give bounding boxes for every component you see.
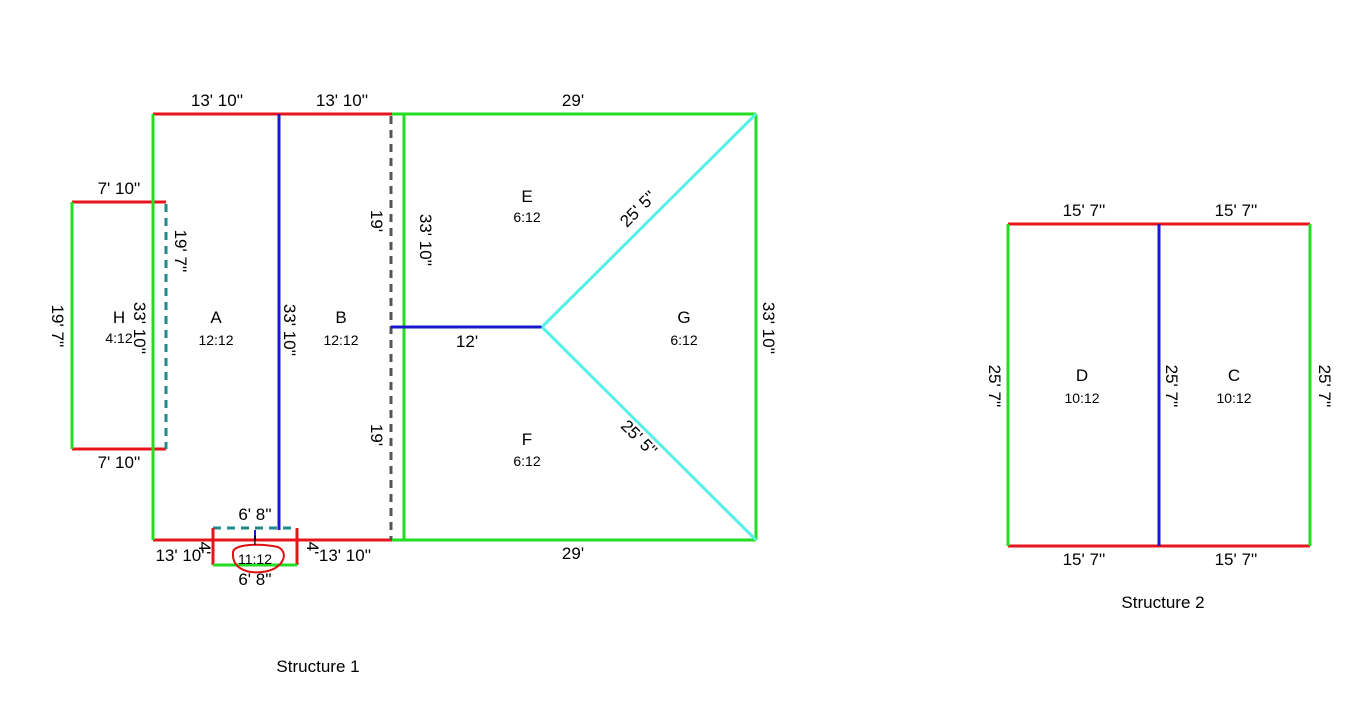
- dim-b-lower: 19': [367, 424, 386, 446]
- dim-s2-top-d: 15' 7'': [1063, 201, 1106, 220]
- dim-ab-ridge: 33' 10'': [280, 304, 299, 356]
- facet-d-pitch: 10:12: [1064, 390, 1099, 406]
- dim-hip-upper: 25' 5'': [616, 187, 660, 231]
- facet-b-pitch: 12:12: [323, 332, 358, 348]
- facet-a-pitch: 12:12: [198, 332, 233, 348]
- facet-g-label: G: [677, 308, 690, 327]
- dim-g-right: 33' 10'': [759, 302, 778, 354]
- dim-i-right: 4': [303, 542, 322, 555]
- dim-efg-left: 33' 10'': [416, 214, 435, 266]
- dim-s1-bottom-a: 13' 10': [155, 546, 204, 565]
- dim-i-left: 4': [195, 542, 214, 555]
- facet-f-pitch: 6:12: [513, 453, 540, 469]
- dim-s2-bottom-c: 15' 7'': [1215, 550, 1258, 569]
- i-pitch-markup-circle: [231, 543, 285, 574]
- dim-h-bottom: 7' 10'': [98, 453, 141, 472]
- dim-s1-top-a: 13' 10'': [191, 91, 243, 110]
- dim-s2-right: 25' 7'': [1315, 365, 1334, 408]
- facet-c-pitch: 10:12: [1216, 390, 1251, 406]
- dim-s2-top-c: 15' 7'': [1215, 201, 1258, 220]
- dim-h-left: 19' 7'': [48, 305, 67, 348]
- facet-h-label: H: [113, 308, 125, 327]
- dim-i-bottom: 6' 8'': [238, 570, 271, 589]
- facet-i-pitch: 11:12: [238, 551, 272, 567]
- facet-g-pitch: 6:12: [670, 332, 697, 348]
- dim-s2-ridge: 25' 7'': [1162, 365, 1181, 408]
- structure-1-title: Structure 1: [276, 657, 359, 676]
- dim-b-upper: 19': [367, 210, 386, 232]
- dim-s2-left: 25' 7'': [985, 365, 1004, 408]
- dim-s1-bottom-b: 13' 10'': [319, 546, 371, 565]
- dim-i-top: 6' 8'': [238, 505, 271, 524]
- facet-f-label: F: [522, 430, 532, 449]
- facet-b-label: B: [335, 308, 346, 327]
- hip-upper: [540, 112, 758, 329]
- facet-e-label: E: [521, 187, 532, 206]
- structure-1: H 4:12 A 12:12 B 12:12 E 6:12 F 6:12 G 6…: [48, 91, 778, 676]
- facet-c-label: C: [1228, 366, 1240, 385]
- facet-a-label: A: [210, 308, 222, 327]
- dim-s1-top-b: 13' 10'': [316, 91, 368, 110]
- structure-2: D 10:12 C 10:12 15' 7'' 15' 7'' 15' 7'' …: [985, 201, 1334, 612]
- dim-ridge-12: 12': [456, 332, 478, 351]
- facet-e-pitch: 6:12: [513, 209, 540, 225]
- facet-d-label: D: [1076, 366, 1088, 385]
- dim-s1-top-g: 29': [562, 91, 584, 110]
- facet-h-pitch: 4:12: [105, 330, 132, 346]
- hip-lower: [540, 325, 758, 542]
- dim-s1-bottom-g: 29': [562, 544, 584, 563]
- dim-h-right: 19' 7'': [171, 230, 190, 273]
- dim-s2-bottom-d: 15' 7'': [1063, 550, 1106, 569]
- structure-2-title: Structure 2: [1121, 593, 1204, 612]
- dim-h-top: 7' 10'': [98, 179, 141, 198]
- facet-i-label: I: [253, 532, 257, 548]
- dim-a-left: 33' 10'': [130, 302, 149, 354]
